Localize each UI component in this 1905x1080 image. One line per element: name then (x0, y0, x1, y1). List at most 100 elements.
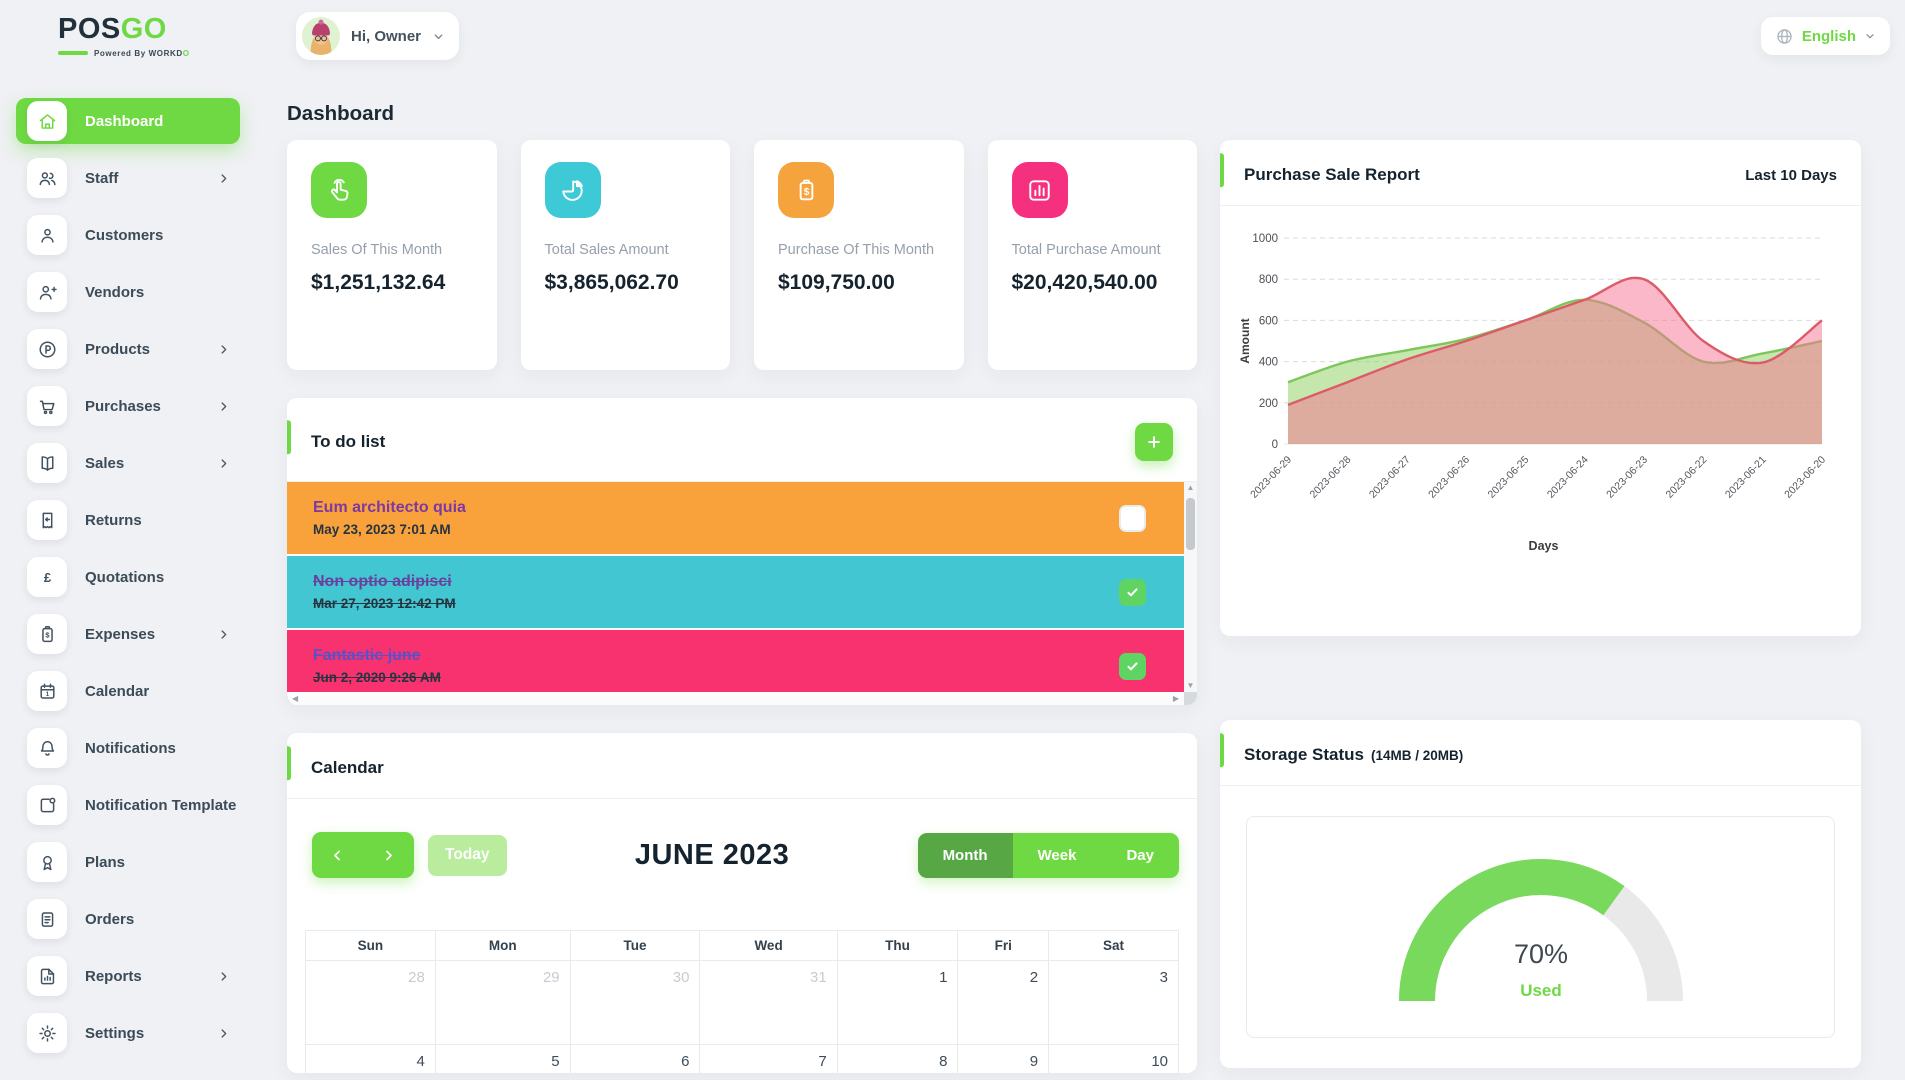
purchase-icon (27, 386, 67, 426)
scroll-down-icon[interactable]: ▼ (1186, 681, 1195, 690)
prev-month-button[interactable] (312, 832, 363, 878)
calendar-day-cell[interactable]: 10 (1048, 1044, 1179, 1073)
header-accent-bar (1220, 732, 1224, 767)
plans-icon (27, 842, 67, 882)
todo-item-texts: Non optio adipisci Mar 27, 2023 12:42 PM (313, 573, 1119, 611)
day-number: 1 (939, 969, 948, 986)
sidebar-item-dashboard[interactable]: Dashboard (16, 98, 240, 144)
vendor-icon (27, 272, 67, 312)
day-number: 10 (1151, 1053, 1168, 1070)
calendar-day-cell[interactable]: 30 (569, 960, 701, 1045)
todo-item[interactable]: Fantastic june Jun 2, 2020 9:26 AM (287, 630, 1184, 702)
day-number: 8 (939, 1053, 948, 1070)
globe-icon (1775, 27, 1794, 46)
sidebar-item-label: Quotations (85, 568, 165, 586)
calendar-day-cell[interactable]: 4 (305, 1044, 436, 1073)
day-number: 30 (672, 969, 690, 986)
todo-checkbox[interactable] (1119, 578, 1146, 606)
report-title: Purchase Sale Report (1244, 165, 1420, 184)
storage-used-label: Used (1520, 981, 1562, 1000)
todo-item-datetime: Mar 27, 2023 12:42 PM (313, 596, 456, 611)
weekday-header: Wed (699, 930, 838, 961)
sidebar-item-label: Notifications (85, 739, 176, 757)
todo-checkbox[interactable] (1119, 652, 1146, 680)
sidebar-item-label: Calendar (85, 682, 150, 700)
tagline-accent (58, 51, 88, 55)
bell-icon (27, 728, 67, 768)
storage-gauge: 70% Used (1398, 859, 1683, 1002)
sidebar-item-reports[interactable]: Reports (16, 953, 240, 999)
calendar-view-switcher: Month Week Day (917, 832, 1179, 878)
view-button-week[interactable]: Week (1012, 832, 1102, 878)
calendar-day-cell[interactable]: 8 (836, 1044, 959, 1073)
todo-item[interactable]: Eum architecto quia May 23, 2023 7:01 AM (287, 482, 1184, 554)
sidebar-item-sales[interactable]: Sales (16, 440, 240, 486)
todo-item[interactable]: Non optio adipisci Mar 27, 2023 12:42 PM (287, 556, 1184, 628)
calendar-day-cell[interactable]: 29 (434, 960, 571, 1045)
language-selector[interactable]: English (1760, 17, 1890, 55)
scroll-up-icon[interactable]: ▲ (1186, 483, 1195, 492)
quotation-icon: £ (27, 557, 67, 597)
sidebar-item-label: Notification Template (85, 796, 237, 814)
todo-vertical-scrollbar[interactable]: ▲ ▼ (1184, 482, 1197, 692)
sidebar-item-vendors[interactable]: Vendors (16, 269, 240, 315)
today-button[interactable]: Today (428, 834, 507, 876)
calendar-day-cell[interactable]: 9 (957, 1044, 1050, 1073)
storage-usage-label: (14MB / 20MB) (1370, 747, 1464, 763)
calendar-day-cell[interactable]: 6 (569, 1044, 701, 1073)
chart-x-axis-title: Days (1528, 539, 1559, 553)
orders-icon (27, 899, 67, 939)
todo-horizontal-scrollbar[interactable]: ◀ ▶ (287, 692, 1184, 705)
user-menu[interactable]: Hi, Owner (296, 12, 460, 60)
sidebar-item-purchases[interactable]: Purchases (16, 383, 240, 429)
reports-icon (27, 956, 67, 996)
sidebar-item-label: Expenses (85, 625, 156, 643)
calendar-nav-buttons (312, 832, 414, 878)
storage-card-header: Storage Status (14MB / 20MB) (1220, 720, 1861, 786)
scrollbar-corner (1184, 692, 1197, 705)
calendar-day-cell[interactable]: 28 (305, 960, 436, 1045)
sidebar-item-returns[interactable]: Returns (16, 497, 240, 543)
todo-checkbox[interactable] (1119, 504, 1146, 532)
sidebar-item-settings[interactable]: Settings (16, 1010, 240, 1056)
sidebar-item-label: Vendors (85, 283, 145, 301)
sidebar-item-products[interactable]: Products (16, 326, 240, 372)
scrollbar-thumb[interactable] (1186, 498, 1195, 550)
app-logo[interactable]: POSGO Powered By WORKDO (0, 14, 260, 58)
scroll-left-icon[interactable]: ◀ (292, 694, 299, 703)
sidebar-item-label: Reports (85, 967, 142, 985)
view-button-day[interactable]: Day (1101, 832, 1179, 878)
sidebar-item-label: Settings (85, 1024, 145, 1042)
todo-item-datetime: Jun 2, 2020 9:26 AM (313, 670, 441, 685)
calendar-day-cell[interactable]: 5 (434, 1044, 571, 1073)
add-todo-button[interactable] (1135, 423, 1173, 461)
calendar-day-cell[interactable]: 1 (836, 960, 959, 1045)
sidebar-item-quotations[interactable]: £ Quotations (16, 554, 240, 600)
sidebar-item-plans[interactable]: Plans (16, 839, 240, 885)
calendar-day-cell[interactable]: 2 (957, 960, 1050, 1045)
calendar-day-cell[interactable]: 7 (699, 1044, 838, 1073)
sidebar-item-staff[interactable]: Staff (16, 155, 240, 201)
day-number: 4 (416, 1053, 425, 1070)
sidebar-item-label: Customers (85, 226, 164, 244)
sidebar-item-notification-template[interactable]: Notification Template (16, 782, 240, 828)
powered-by-text: Powered By WORKDO (94, 48, 190, 58)
sidebar-item-orders[interactable]: Orders (16, 896, 240, 942)
sidebar-item-expenses[interactable]: $ Expenses (16, 611, 240, 657)
scroll-right-icon[interactable]: ▶ (1172, 694, 1179, 703)
calendar-day-cell[interactable]: 31 (699, 960, 838, 1045)
sidebar-item-calendar[interactable]: 1 Calendar (16, 668, 240, 714)
svg-text:1000: 1000 (1252, 233, 1278, 245)
header-accent-bar (287, 745, 291, 780)
sidebar-item-notifications[interactable]: Notifications (16, 725, 240, 771)
tap-icon (311, 162, 367, 218)
svg-text:2023-06-24: 2023-06-24 (1545, 454, 1591, 501)
calendar-day-cell[interactable]: 3 (1048, 960, 1179, 1045)
view-button-month[interactable]: Month (917, 832, 1013, 878)
sidebar-item-customers[interactable]: Customers (16, 212, 240, 258)
day-number: 9 (1029, 1053, 1039, 1070)
svg-text:£: £ (43, 569, 51, 584)
chevron-right-icon (217, 1027, 230, 1040)
next-month-button[interactable] (363, 832, 414, 878)
storage-status-card: Storage Status (14MB / 20MB) 70% Used (1220, 720, 1861, 1068)
